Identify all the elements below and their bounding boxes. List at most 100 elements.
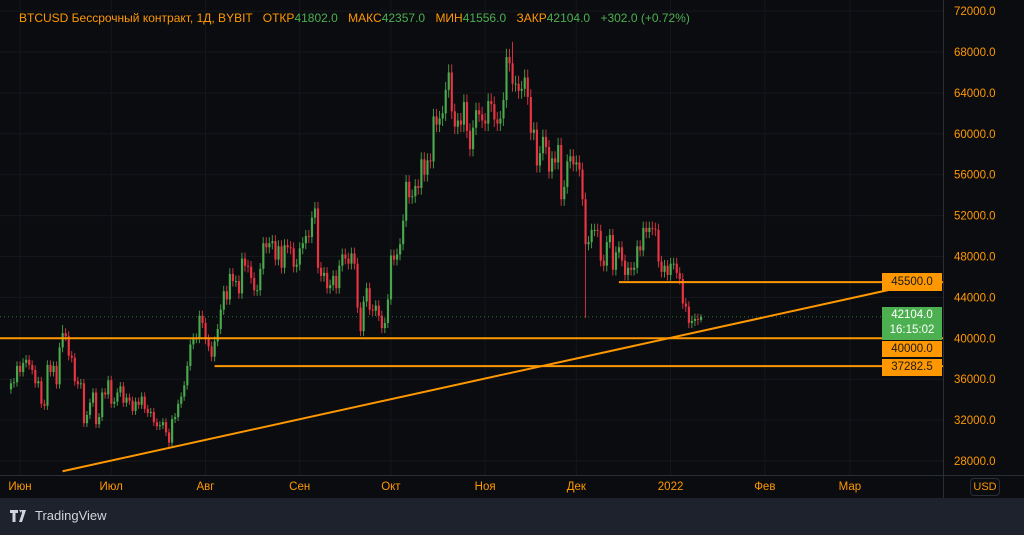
candle-down[interactable] (286, 245, 289, 248)
candle-down[interactable] (265, 243, 268, 248)
candle-down[interactable] (253, 277, 256, 291)
tradingview-branding[interactable]: TradingView (10, 508, 107, 523)
candle-up[interactable] (332, 275, 335, 286)
candle-up[interactable] (690, 320, 694, 323)
candle-up[interactable] (350, 253, 353, 264)
candle-up[interactable] (98, 417, 101, 425)
candle-down[interactable] (335, 275, 338, 289)
candle-down[interactable] (204, 322, 207, 340)
candle-up[interactable] (301, 243, 304, 249)
candle-up[interactable] (462, 102, 466, 125)
candle-down[interactable] (55, 365, 58, 385)
candle-up[interactable] (432, 116, 435, 162)
candle-down[interactable] (678, 272, 681, 279)
level-tag-40000[interactable]: 40000.0 (882, 341, 942, 357)
candle-down[interactable] (429, 160, 432, 162)
candle-down[interactable] (493, 104, 496, 120)
candle-down[interactable] (19, 365, 22, 373)
candle-down[interactable] (167, 432, 171, 443)
candle-up[interactable] (383, 322, 387, 329)
candle-down[interactable] (417, 185, 420, 188)
candle-up[interactable] (174, 417, 177, 420)
currency-button[interactable]: USD (970, 478, 1000, 496)
candle-down[interactable] (484, 120, 487, 124)
candle-up[interactable] (52, 365, 55, 373)
candle-down[interactable] (207, 339, 210, 347)
candle-down[interactable] (496, 119, 499, 124)
candle-up[interactable] (663, 265, 666, 272)
candle-up[interactable] (58, 347, 61, 385)
candle-up[interactable] (107, 380, 110, 395)
candle-up[interactable] (329, 285, 332, 289)
candle-down[interactable] (164, 422, 168, 433)
candle-up[interactable] (180, 396, 183, 404)
candle-down[interactable] (82, 383, 86, 424)
candle-down[interactable] (602, 260, 605, 266)
candle-down[interactable] (43, 403, 46, 406)
candle-up[interactable] (186, 365, 189, 386)
candle-down[interactable] (344, 254, 347, 259)
candle-down[interactable] (450, 72, 453, 112)
candle-up[interactable] (277, 246, 280, 260)
candle-down[interactable] (423, 159, 426, 175)
candle-down[interactable] (49, 364, 52, 373)
candle-up[interactable] (614, 252, 618, 270)
candle-up[interactable] (395, 254, 399, 260)
candle-down[interactable] (392, 255, 396, 260)
candle-down[interactable] (137, 401, 140, 405)
candle-down[interactable] (408, 181, 411, 198)
candle-down[interactable] (34, 369, 37, 384)
candle-down[interactable] (654, 228, 657, 230)
candle-down[interactable] (307, 236, 311, 238)
candle-up[interactable] (222, 291, 225, 310)
candle-down[interactable] (630, 267, 633, 270)
candle-down[interactable] (280, 246, 283, 268)
candle-up[interactable] (642, 227, 645, 251)
candle-up[interactable] (444, 89, 447, 114)
candle-up[interactable] (101, 392, 104, 418)
candle-up[interactable] (88, 402, 92, 415)
candle-up[interactable] (426, 160, 429, 175)
candle-up[interactable] (669, 263, 672, 275)
candle-down[interactable] (368, 288, 371, 310)
candle-up[interactable] (216, 329, 219, 342)
candle-down[interactable] (231, 273, 235, 282)
candle-down[interactable] (572, 156, 575, 165)
candle-down[interactable] (210, 346, 213, 357)
candle-down[interactable] (684, 303, 687, 307)
candle-down[interactable] (380, 315, 383, 329)
candle-down[interactable] (356, 263, 359, 308)
candle-down[interactable] (70, 355, 73, 358)
candle-up[interactable] (183, 385, 186, 397)
candle-down[interactable] (377, 305, 380, 316)
candle-up[interactable] (456, 120, 459, 127)
candle-up[interactable] (259, 268, 262, 291)
candle-up[interactable] (699, 316, 703, 320)
candle-up[interactable] (514, 83, 517, 85)
candle-down[interactable] (560, 145, 563, 200)
candle-down[interactable] (468, 130, 472, 150)
candle-up[interactable] (374, 305, 377, 311)
candle-up[interactable] (310, 217, 314, 238)
candle-down[interactable] (143, 396, 146, 409)
candle-down[interactable] (359, 307, 362, 332)
candle-down[interactable] (95, 392, 98, 425)
candle-down[interactable] (152, 411, 155, 423)
candle-up[interactable] (341, 254, 344, 266)
candle-down[interactable] (122, 386, 125, 403)
candle-down[interactable] (660, 261, 663, 272)
candle-up[interactable] (228, 273, 231, 300)
candle-down[interactable] (687, 306, 691, 323)
candle-up[interactable] (268, 243, 271, 248)
candle-up[interactable] (171, 419, 174, 443)
candle-up[interactable] (563, 186, 566, 200)
candle-up[interactable] (323, 272, 326, 276)
candle-up[interactable] (636, 246, 639, 268)
candle-up[interactable] (15, 365, 19, 383)
level-tag-37282[interactable]: 37282.5 (882, 359, 942, 376)
candle-up[interactable] (438, 118, 441, 125)
candle-up[interactable] (693, 318, 697, 321)
candle-down[interactable] (459, 120, 463, 125)
candle-up[interactable] (593, 229, 596, 231)
candle-down[interactable] (371, 309, 374, 311)
